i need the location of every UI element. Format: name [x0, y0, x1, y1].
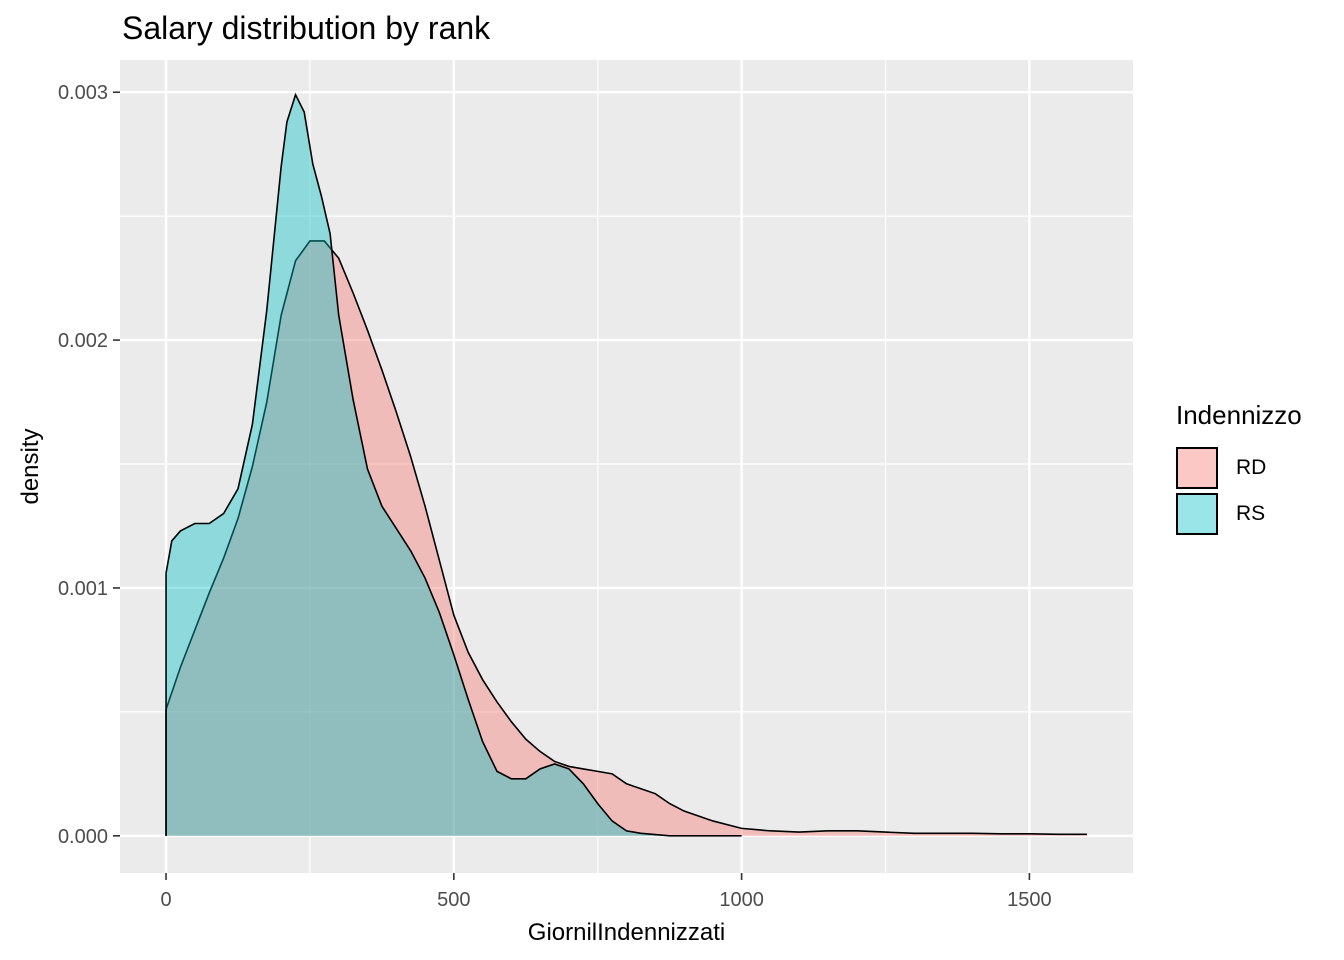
x-tick-label: 1000 — [719, 889, 764, 911]
y-tick-label: 0.003 — [58, 82, 108, 104]
legend-label-rs: RS — [1236, 502, 1266, 525]
legend-key-rd — [1176, 447, 1218, 489]
density-fill-rd — [166, 240, 1087, 836]
y-tick-label: 0.001 — [58, 578, 108, 600]
x-tick-label: 0 — [160, 889, 171, 911]
y-axis-title: density — [17, 428, 44, 504]
y-axis: 0.000 0.001 0.002 0.003 — [58, 82, 120, 848]
legend-item-rd: RD — [1176, 445, 1302, 491]
density-line-rs — [165, 92, 742, 837]
legend-item-rs: RS — [1176, 491, 1302, 537]
legend: Indennizzo RD RS — [1176, 400, 1302, 537]
chart-title: Salary distribution by rank — [122, 10, 491, 46]
x-tick-label: 500 — [437, 889, 470, 911]
x-axis: 0 500 1000 1500 — [160, 873, 1052, 911]
density-fill-rs — [166, 94, 742, 836]
x-tick-label: 1500 — [1007, 889, 1052, 911]
legend-label-rd: RD — [1236, 456, 1267, 479]
y-tick-label: 0.000 — [58, 826, 108, 848]
legend-key-rs — [1176, 493, 1218, 535]
x-axis-title: GiornilIndennizzati — [528, 919, 725, 946]
density-line-rd — [165, 240, 1087, 836]
y-tick-label: 0.002 — [58, 330, 108, 352]
legend-title: Indennizzo — [1176, 400, 1302, 430]
grid-minor — [120, 60, 1133, 873]
density-areas — [165, 92, 1087, 837]
plot-panel — [120, 60, 1133, 873]
